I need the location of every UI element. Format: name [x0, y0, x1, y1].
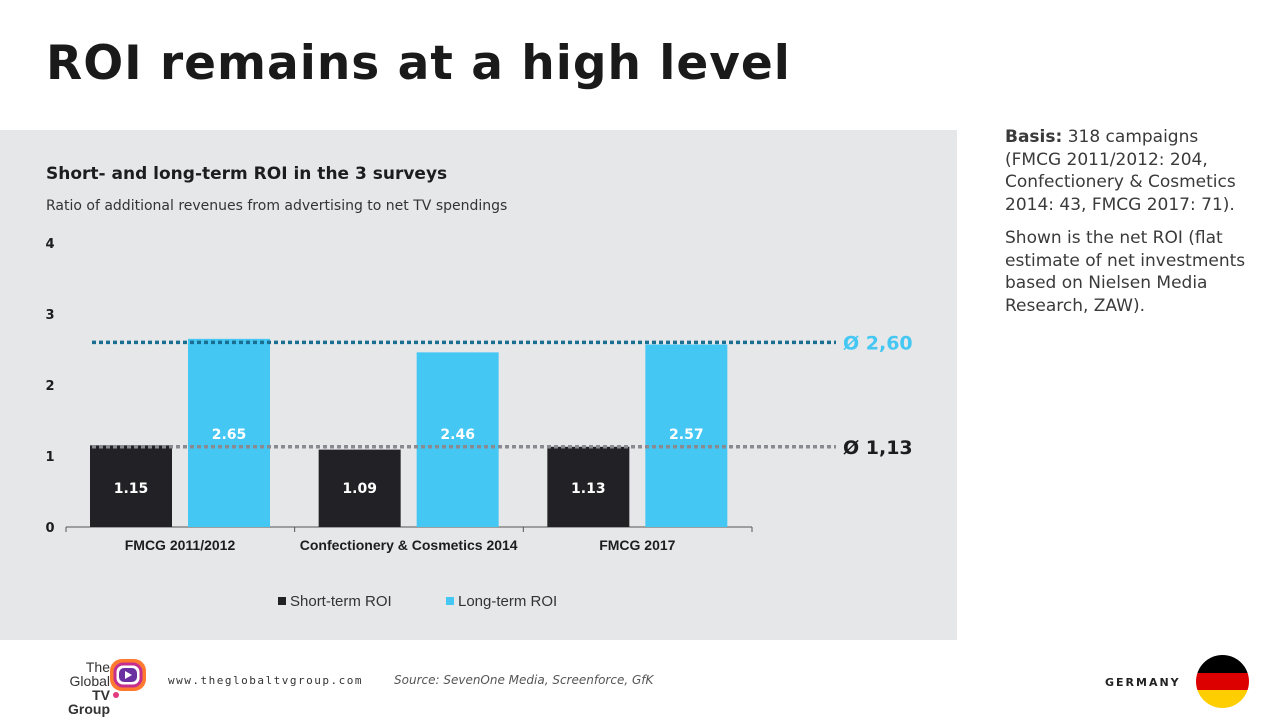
legend-label: Long-term ROI	[458, 593, 557, 610]
y-tick-label: 3	[45, 308, 54, 323]
chart-subtitle: Ratio of additional revenues from advert…	[46, 198, 508, 214]
basis-label: Basis:	[1005, 127, 1063, 147]
data-label: 1.15	[114, 481, 149, 497]
legend-swatch	[278, 597, 286, 605]
data-label: 2.57	[669, 427, 704, 443]
average-label: Ø 1,13	[843, 437, 913, 459]
average-label: Ø 2,60	[843, 332, 913, 354]
chart-title: Short- and long-term ROI in the 3 survey…	[46, 164, 448, 184]
website-url[interactable]: www.theglobaltvgroup.com	[168, 674, 363, 687]
basis-note: Basis: 318 campaigns (FMCG 2011/2012: 20…	[1005, 126, 1255, 216]
bar	[90, 445, 172, 527]
bar-chart: 0 1 2 3 4 1.15 1.09 1.13 2.65 2.46 2.57 FMCG 2011/2…	[45, 237, 913, 610]
play-bubble-icon	[110, 659, 146, 698]
logo-line-2: Global	[69, 673, 110, 689]
legend-swatch	[446, 597, 454, 605]
bar	[188, 338, 270, 527]
logo-wordmark: The Global TV Group	[58, 660, 110, 716]
x-tick-label: FMCG 2017	[599, 537, 675, 553]
logo-line-3: TV Group	[68, 687, 110, 717]
data-label: 2.65	[212, 427, 247, 443]
y-tick-label: 0	[45, 521, 54, 536]
x-tick-label: FMCG 2011/2012	[125, 537, 236, 553]
y-tick-label: 1	[45, 450, 54, 465]
bar	[547, 446, 630, 527]
page-title: ROI remains at a high level	[46, 36, 791, 91]
flag-stripe-black	[1196, 655, 1249, 673]
bar	[645, 344, 728, 527]
basis-text: 318 campaigns (FMCG 2011/2012: 204, Conf…	[1005, 127, 1236, 215]
data-label: 1.13	[571, 481, 606, 497]
bar	[318, 449, 401, 527]
bar	[416, 352, 499, 527]
source-note: Source: SevenOne Media, Screenforce, GfK	[394, 673, 654, 687]
country-label: GERMANY	[1105, 676, 1181, 689]
y-tick-label: 4	[45, 237, 54, 252]
germany-flag-icon	[1196, 655, 1249, 708]
legend-label: Short-term ROI	[290, 593, 392, 610]
flag-stripe-red	[1196, 672, 1249, 691]
logo-line-1: The	[85, 659, 110, 675]
method-note: Shown is the net ROI (flat estimate of n…	[1005, 228, 1246, 316]
data-label: 2.46	[440, 427, 475, 443]
global-tv-group-logo: The Global TV Group	[58, 658, 148, 716]
y-tick-label: 2	[45, 379, 54, 394]
flag-stripe-gold	[1196, 690, 1249, 708]
sidebar-notes: Basis: 318 campaigns (FMCG 2011/2012: 20…	[1005, 126, 1255, 328]
x-tick-label: Confectionery & Cosmetics 2014	[300, 537, 518, 553]
data-label: 1.09	[342, 481, 377, 497]
